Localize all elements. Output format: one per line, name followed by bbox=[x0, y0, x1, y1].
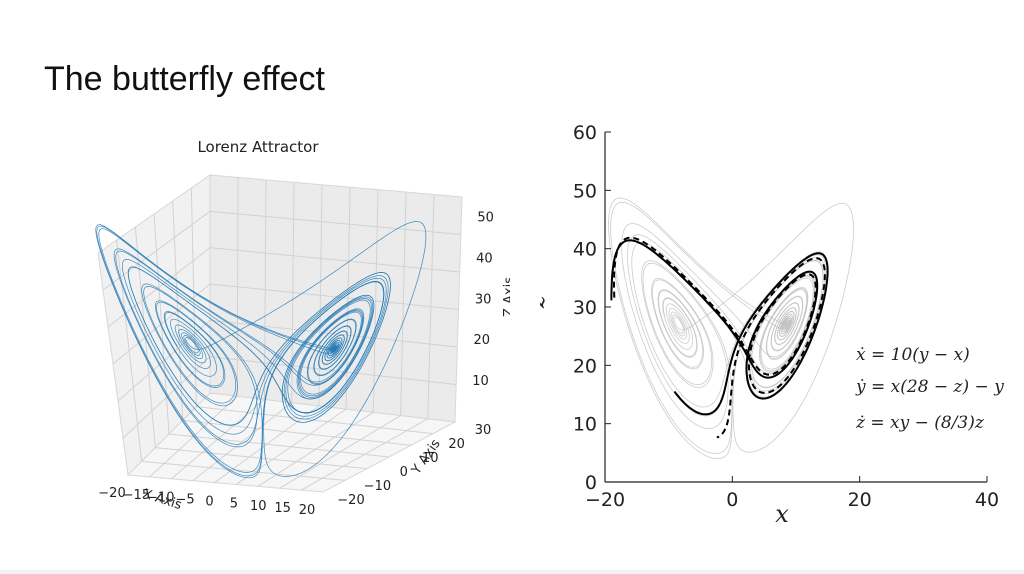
floor-gridline bbox=[196, 406, 434, 435]
x-tick-label: 10 bbox=[250, 499, 267, 514]
side-gridline bbox=[117, 319, 211, 402]
3d-gridlines bbox=[102, 177, 461, 491]
xz-x-label: x bbox=[775, 500, 789, 528]
side-gridline bbox=[112, 283, 211, 365]
back-gridline bbox=[209, 247, 460, 273]
floor-gridline bbox=[182, 419, 412, 446]
lorenz-curve-segment bbox=[121, 259, 389, 435]
xz-y-tick-label: 30 bbox=[573, 297, 597, 319]
dashed-trajectory bbox=[612, 236, 826, 439]
z-tick-label: 30 bbox=[475, 292, 492, 307]
back-gridline bbox=[209, 356, 457, 385]
xz-trajectories bbox=[608, 197, 854, 459]
3d-trajectory bbox=[95, 221, 427, 479]
slide-bottom-border bbox=[0, 570, 1024, 574]
x-tick-label: −20 bbox=[98, 486, 125, 501]
floor-gridline bbox=[168, 433, 390, 458]
xz-x-tick-label: 0 bbox=[726, 489, 738, 511]
lorenz-curve-segment bbox=[113, 248, 371, 448]
lorenz-3d-chart: Lorenz Attractor −20 −15 −10 −5 0 5 10 15 20 −20−… bbox=[40, 125, 517, 565]
x-tick-label: 0 bbox=[205, 495, 213, 510]
y-tick-label: −20 bbox=[337, 493, 364, 508]
equation-y: ẏ = x(28 − z) − y bbox=[855, 377, 1004, 397]
background-trajectory-segment bbox=[749, 256, 826, 392]
xz-y-tick-label: 10 bbox=[573, 414, 597, 436]
lorenz-curve-segment bbox=[115, 250, 387, 445]
chart-3d-title: Lorenz Attractor bbox=[197, 138, 319, 156]
y-tick-label: 0 bbox=[400, 465, 408, 480]
background-trajectory-segment bbox=[657, 289, 698, 358]
xz-z-label: z bbox=[540, 295, 550, 309]
background-trajectory-segment bbox=[621, 223, 807, 429]
x-tick-label: 5 bbox=[230, 497, 238, 512]
xz-y-tick-label: 50 bbox=[573, 180, 597, 202]
x-tick-label: −5 bbox=[176, 492, 195, 507]
x-tick-label: −10 bbox=[147, 490, 174, 505]
xz-x-tick-label: −20 bbox=[585, 489, 625, 511]
xz-y-tick-label: 60 bbox=[573, 122, 597, 144]
y-tick-label: 20 bbox=[448, 437, 465, 452]
z-tick-label: 50 bbox=[477, 210, 494, 225]
background-trajectory-segment bbox=[784, 321, 789, 329]
z-axis-label: Z Axis bbox=[502, 277, 510, 317]
back-gridline bbox=[209, 210, 461, 235]
z-tick-label: 20 bbox=[474, 333, 491, 348]
z-tick-label: 10 bbox=[472, 374, 489, 389]
xz-y-tick-label: 20 bbox=[573, 355, 597, 377]
lorenz-curve-segment bbox=[163, 311, 217, 377]
x-tick-label: 15 bbox=[274, 501, 291, 516]
solid-trajectory bbox=[610, 239, 829, 416]
xz-x-tick-label: 20 bbox=[848, 489, 872, 511]
side-gridline bbox=[102, 210, 211, 291]
z-tick-label: 40 bbox=[476, 251, 493, 266]
background-trajectory-segment bbox=[777, 311, 795, 340]
lorenz-curve-segment bbox=[96, 225, 391, 477]
y-tick-label: −10 bbox=[364, 479, 391, 494]
x-tick-label: 20 bbox=[299, 503, 316, 518]
lorenz-curve-segment bbox=[307, 319, 357, 376]
slide-title: The butterfly effect bbox=[44, 60, 325, 98]
equation-x: ẋ = 10(y − x) bbox=[856, 345, 970, 365]
equation-z: ż = xy − (8/3)z bbox=[855, 413, 985, 433]
y-tick-label: 30 bbox=[475, 423, 492, 438]
3d-tick-labels: −20−15−10 −5 0 5 10 15 20−20−10010203010203040… bbox=[98, 210, 494, 518]
lorenz-equations: ẋ = 10(y − x) ẏ = x(28 − z) − y ż = xy −… bbox=[855, 345, 1004, 433]
floor-gridline bbox=[141, 460, 346, 481]
xz-y-tick-label: 0 bbox=[585, 472, 597, 494]
side-gridline bbox=[122, 356, 211, 439]
lorenz-3d-svg: Lorenz Attractor −20−15−10 −5 0 5 10 15 20−20−… bbox=[95, 138, 517, 518]
y-tick-label: 10 bbox=[422, 451, 439, 466]
x-tick-label: −15 bbox=[123, 488, 150, 503]
xz-x-tick-label: 40 bbox=[975, 489, 999, 511]
back-gridline bbox=[209, 283, 459, 310]
xz-y-tick-label: 40 bbox=[573, 239, 597, 261]
